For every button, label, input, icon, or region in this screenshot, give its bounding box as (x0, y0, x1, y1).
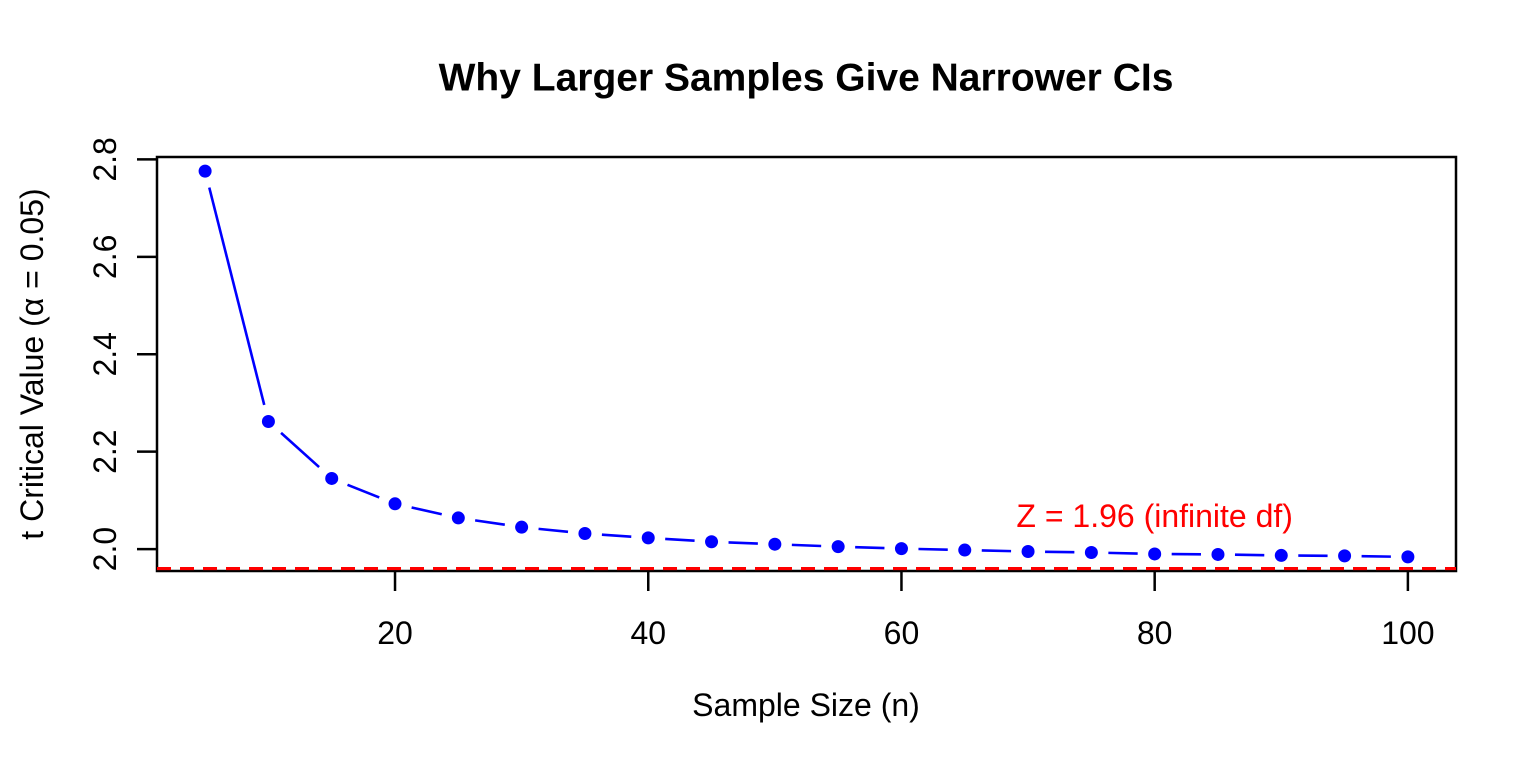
data-point (325, 471, 339, 485)
series-segment (728, 541, 758, 545)
series-segment (791, 543, 822, 548)
y-tick-label: 2.6 (87, 235, 123, 279)
x-tick-label: 100 (1381, 615, 1434, 651)
series-segment (601, 533, 632, 539)
data-point (1274, 548, 1288, 562)
data-point (1338, 549, 1352, 563)
data-point (1401, 550, 1415, 564)
data-point (641, 531, 655, 545)
data-point (198, 164, 212, 178)
series-segment (208, 187, 266, 406)
x-tick-label: 60 (884, 615, 920, 651)
data-point (578, 526, 592, 540)
data-point (958, 543, 972, 557)
data-point (388, 497, 402, 511)
x-tick-label: 80 (1137, 615, 1173, 651)
data-point (1211, 547, 1225, 561)
series-segment (665, 537, 695, 543)
series-segment (981, 549, 1012, 553)
series-segment (918, 547, 948, 551)
data-point (705, 535, 719, 549)
y-tick-label: 2.0 (87, 527, 123, 571)
data-point (768, 537, 782, 551)
series-segment (538, 527, 569, 534)
y-tick-label: 2.2 (87, 429, 123, 473)
series-segment (411, 506, 443, 516)
chart-title: Why Larger Samples Give Narrower CIs (439, 57, 1174, 100)
data-point (515, 520, 529, 534)
data-point (451, 511, 465, 525)
plot-box (155, 155, 1458, 573)
data-point (261, 414, 275, 428)
reference-line-label: Z = 1.96 (infinite df) (1016, 498, 1293, 534)
series-segment (1108, 551, 1138, 555)
x-axis-label: Sample Size (n) (692, 687, 920, 723)
data-point (1148, 547, 1162, 561)
y-axis-label: t Critical Value (α = 0.05) (14, 188, 50, 539)
data-point (1084, 545, 1098, 559)
series-segment (855, 545, 885, 550)
series-segment (280, 431, 320, 469)
series-segment (474, 519, 505, 526)
x-tick-label: 40 (630, 615, 666, 651)
y-tick-label: 2.8 (87, 137, 123, 181)
y-tick-label: 2.4 (87, 332, 123, 376)
data-point (1021, 545, 1035, 559)
plot-area: 20 40 60 80 100 2.0 2.2 2.4 2.6 2.8 (87, 137, 1458, 651)
x-tick-label: 20 (377, 615, 413, 651)
series-segment (347, 483, 380, 499)
data-point (894, 542, 908, 556)
data-point (831, 540, 845, 554)
